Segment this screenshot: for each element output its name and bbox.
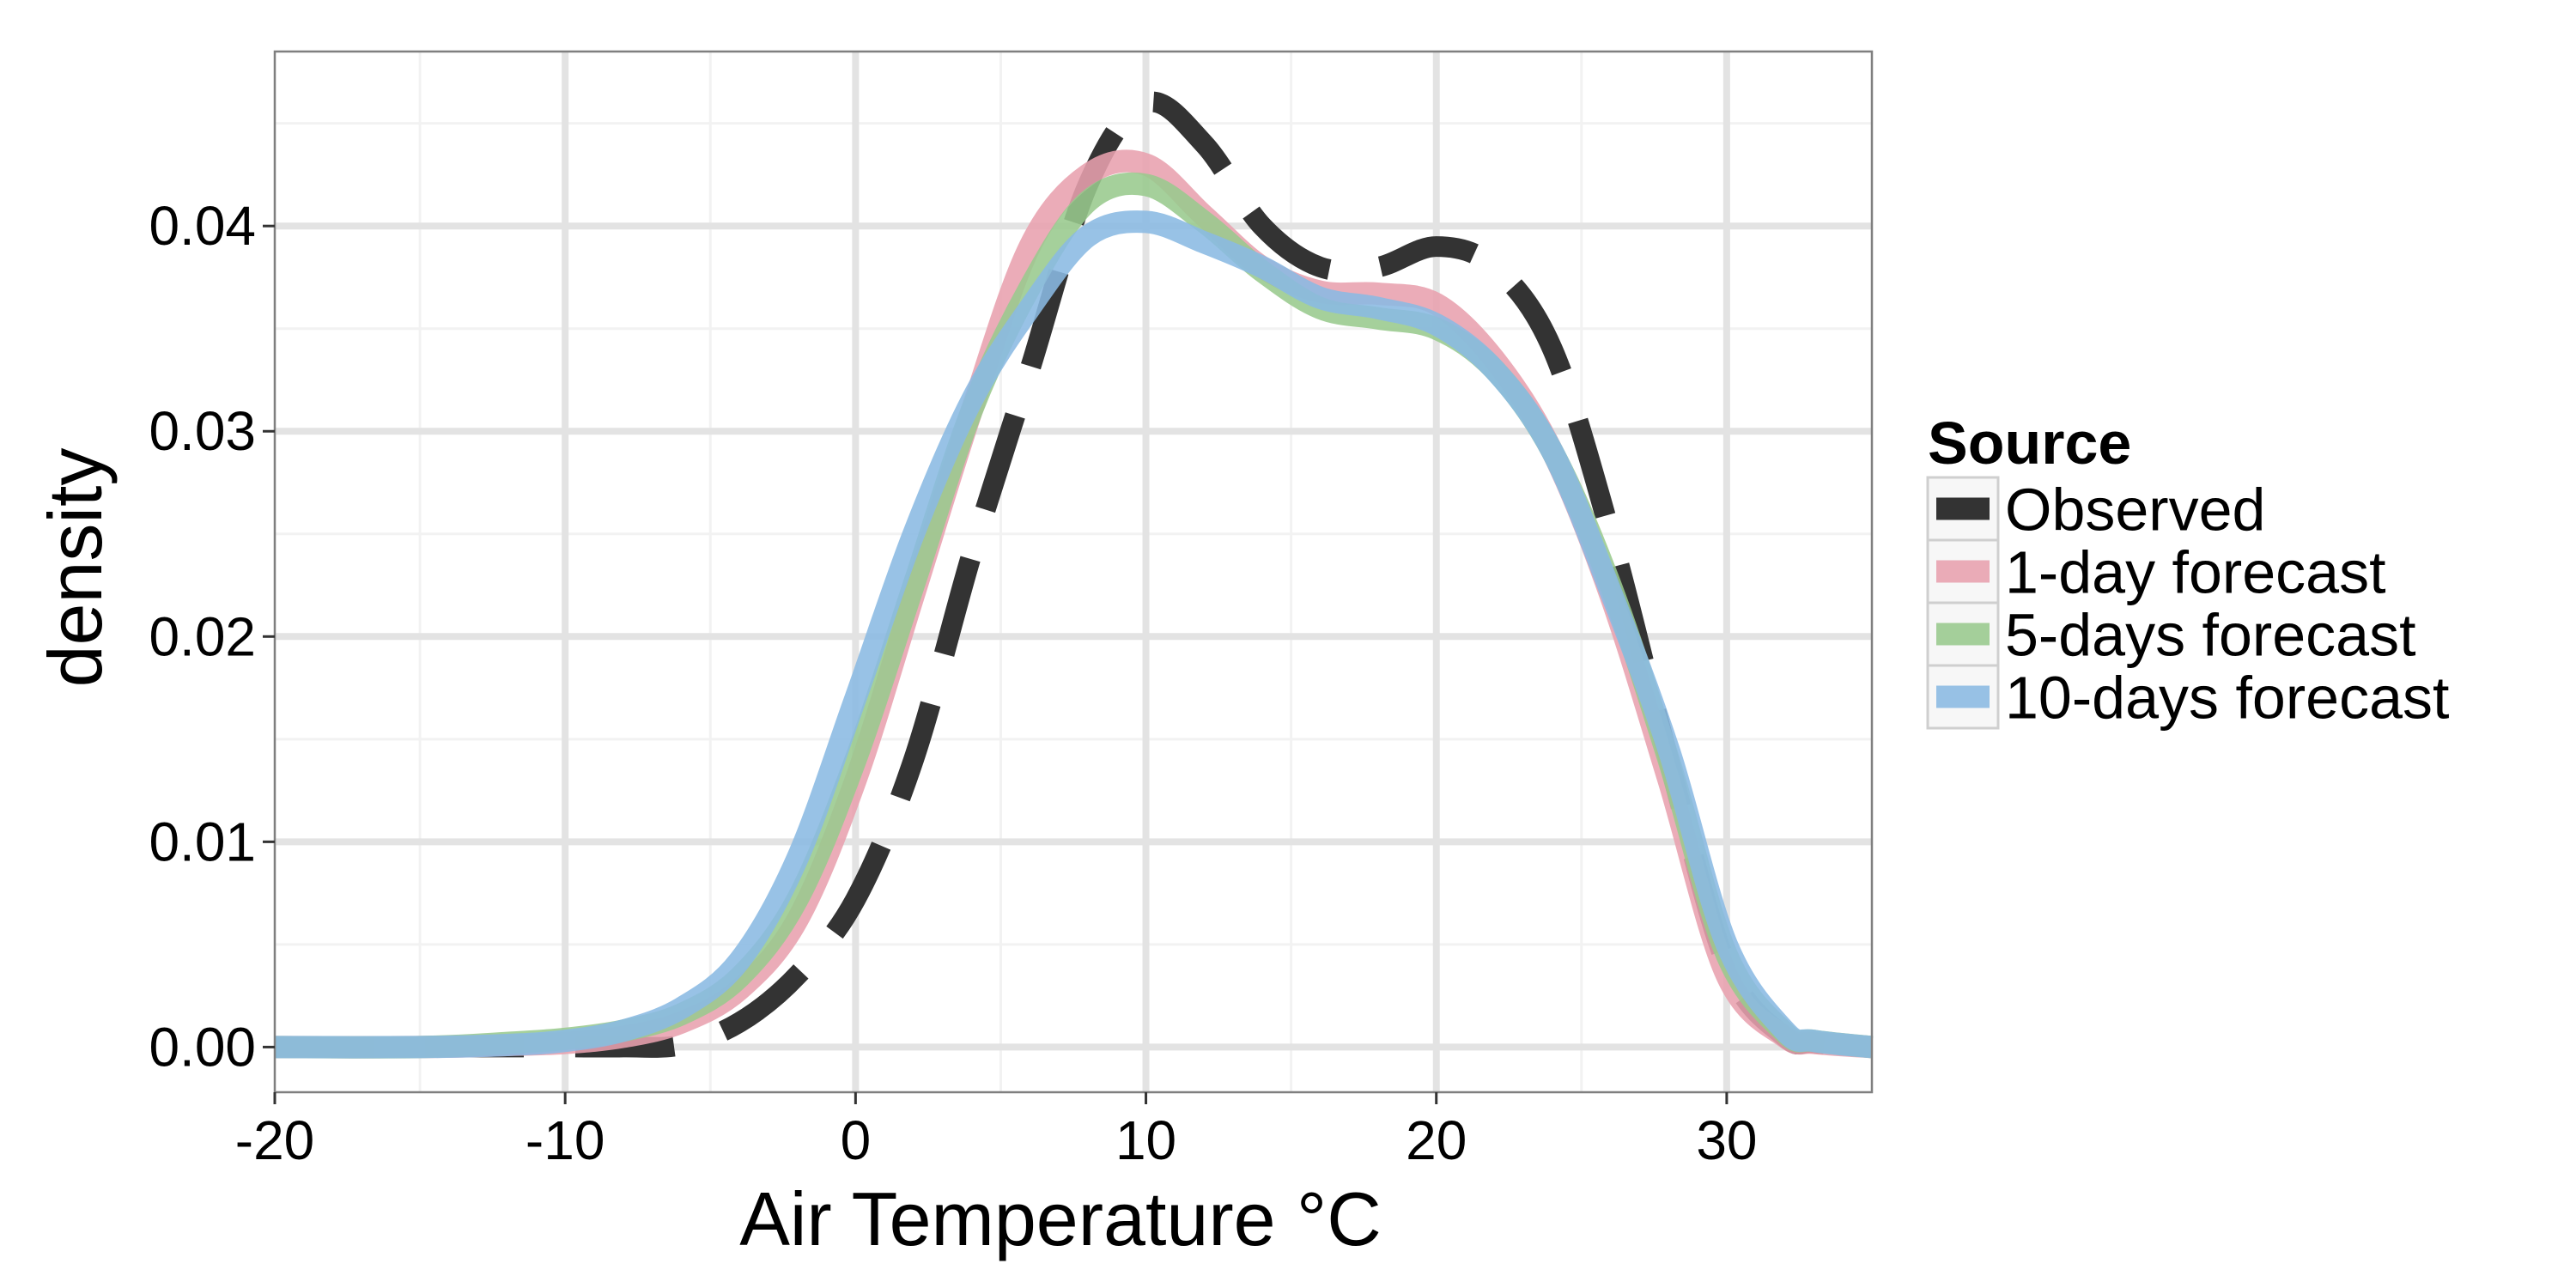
x-tick-label: 30 [1696, 1109, 1757, 1171]
plot-border [273, 50, 1874, 1094]
legend-title: Source [1928, 410, 2131, 477]
x-tick-label: -10 [526, 1109, 605, 1171]
x-tick-label: 20 [1406, 1109, 1467, 1171]
x-tick-label: -20 [235, 1109, 315, 1171]
x-tick-label: 0 [841, 1109, 872, 1171]
y-tick-label: 0.02 [149, 605, 256, 667]
y-axis: 0.00 0.01 0.02 0.03 0.04 [149, 195, 275, 1078]
x-axis-title: Air Temperature °C [739, 1176, 1382, 1261]
legend-label: 5-days forecast [2005, 602, 2416, 669]
legend-label: 10-days forecast [2005, 665, 2449, 732]
series-lines [274, 91, 1874, 1059]
series-line-3 [274, 210, 1874, 1059]
y-tick-label: 0.03 [149, 400, 256, 462]
y-tick-label: 0.01 [149, 811, 256, 872]
y-tick-label: 0.04 [149, 195, 256, 257]
legend-label: 1-day forecast [2005, 539, 2386, 606]
x-axis: -20 -10 0 10 20 30 [235, 1092, 1758, 1171]
series-line-0 [275, 91, 1873, 1058]
x-tick-label: 10 [1115, 1109, 1176, 1171]
y-axis-title: density [33, 448, 118, 688]
y-tick-label: 0.00 [149, 1016, 256, 1078]
legend-label: Observed [2005, 477, 2265, 544]
